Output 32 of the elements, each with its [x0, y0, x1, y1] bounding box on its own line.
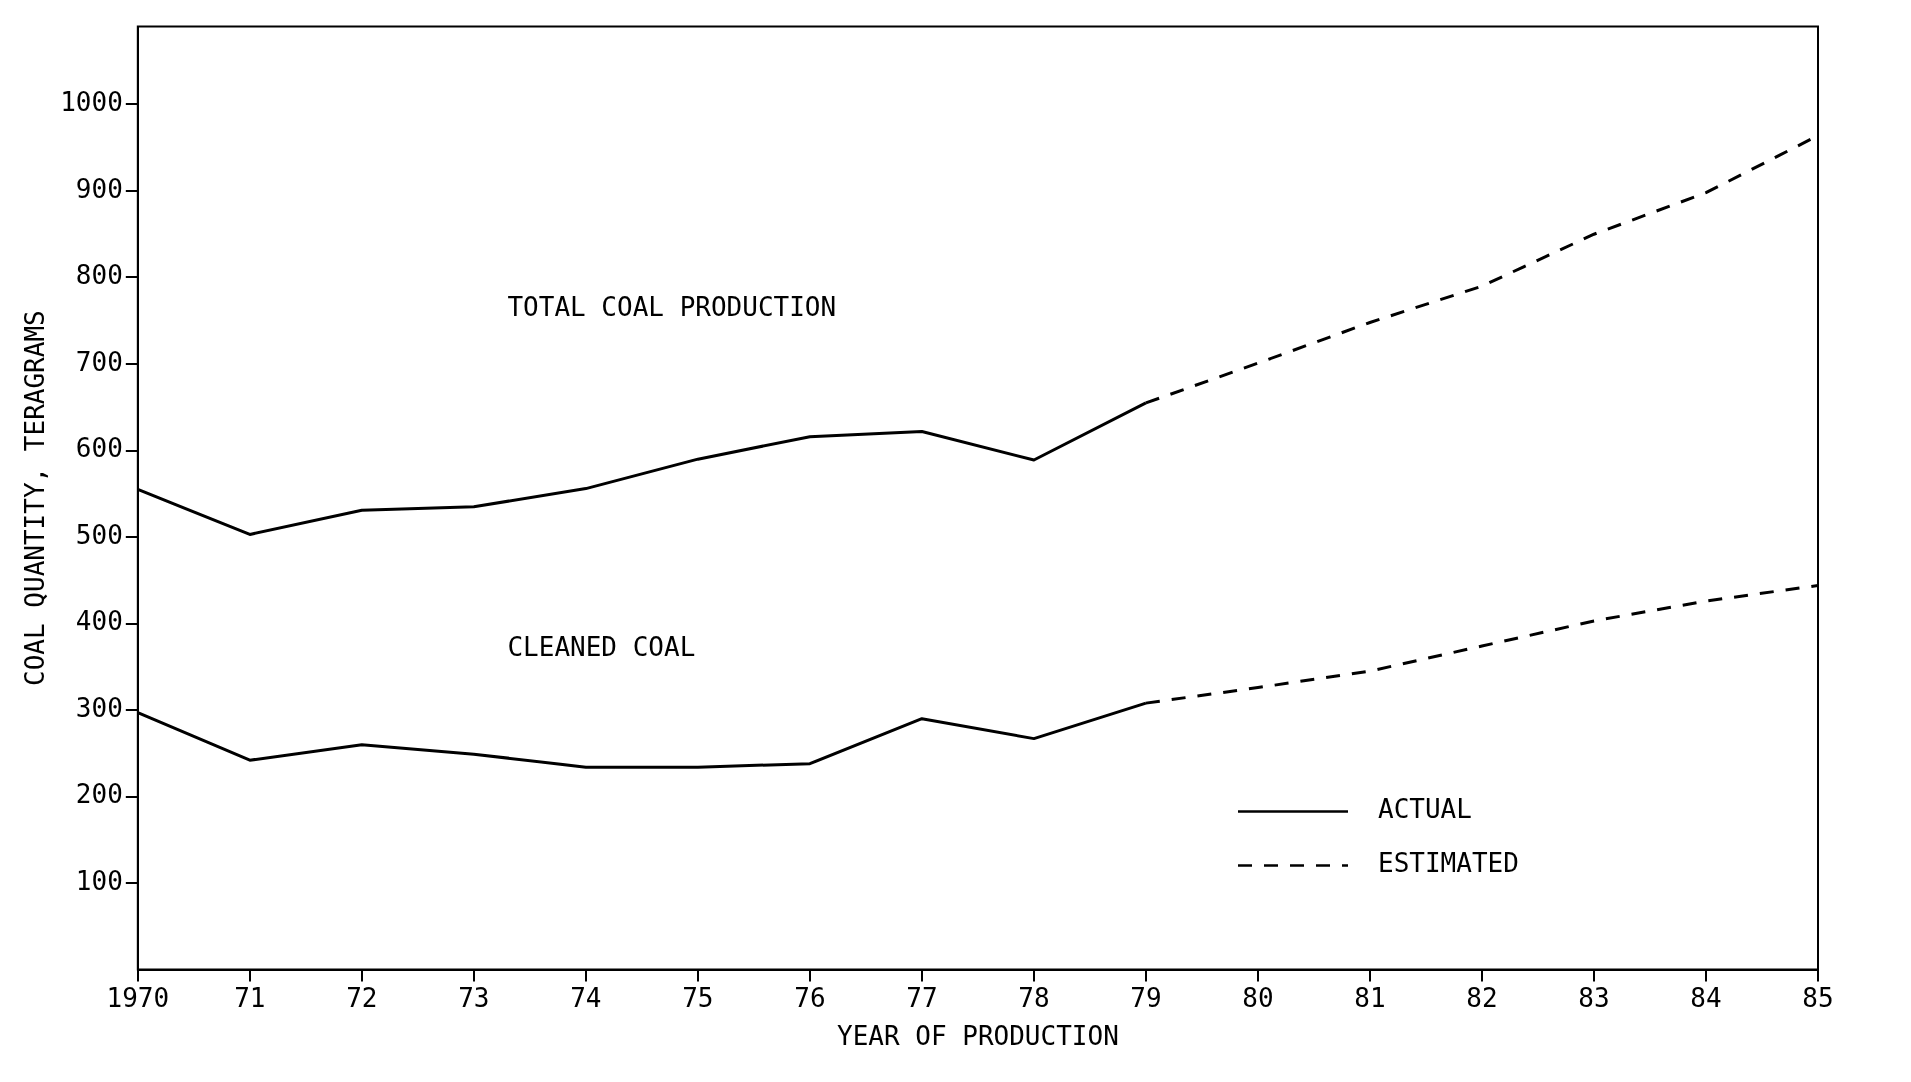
y-tick-label: 900 [75, 173, 123, 204]
y-axis-title: COAL QUANTITY, TERAGRAMS [20, 310, 51, 686]
x-tick-label: 78 [1018, 982, 1050, 1013]
x-tick-label: 75 [682, 982, 714, 1013]
x-tick-label: 80 [1242, 982, 1274, 1013]
x-tick-label: 81 [1354, 982, 1386, 1013]
y-tick-label: 500 [75, 519, 123, 550]
y-tick-label: 200 [75, 779, 123, 810]
y-tick-label: 1000 [60, 87, 123, 118]
x-tick-label: 84 [1690, 982, 1722, 1013]
x-tick-label: 72 [346, 982, 378, 1013]
x-tick-label: 85 [1802, 982, 1834, 1013]
x-tick-label: 1970 [106, 982, 170, 1013]
x-tick-label: 73 [458, 982, 490, 1013]
annotation: TOTAL COAL PRODUCTION [507, 292, 837, 323]
y-tick-label: 300 [75, 692, 123, 723]
y-tick-label: 800 [75, 260, 123, 291]
x-tick-label: 83 [1578, 982, 1610, 1013]
legend-label: ESTIMATED [1378, 848, 1519, 879]
legend-label: ACTUAL [1378, 794, 1472, 825]
x-tick-label: 82 [1466, 982, 1498, 1013]
x-tick-label: 77 [906, 982, 938, 1013]
y-tick-label: 700 [75, 346, 123, 377]
y-tick-label: 100 [75, 865, 123, 896]
x-tick-label: 79 [1130, 982, 1162, 1013]
y-tick-label: 600 [75, 433, 123, 464]
y-tick-label: 400 [75, 606, 123, 637]
annotation: CLEANED COAL [507, 631, 696, 662]
x-tick-label: 76 [794, 982, 826, 1013]
x-tick-label: 71 [234, 982, 266, 1013]
x-tick-label: 74 [570, 982, 602, 1013]
x-axis-title: YEAR OF PRODUCTION [837, 1021, 1119, 1052]
